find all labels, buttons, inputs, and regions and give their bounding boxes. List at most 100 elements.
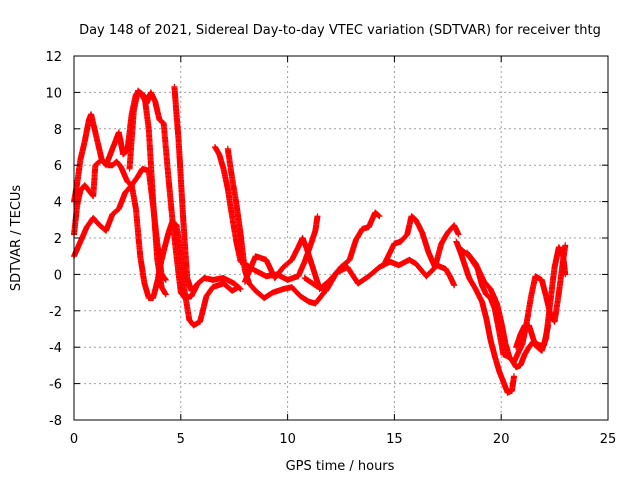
- y-tick-label: 0: [54, 268, 62, 283]
- data-point: [519, 364, 522, 366]
- data-point: [175, 224, 178, 226]
- data-point: [528, 346, 530, 348]
- data-point: [146, 102, 148, 104]
- x-tick-label: 20: [493, 432, 510, 447]
- data-point: [312, 268, 314, 270]
- series-trace-13: [464, 242, 569, 365]
- data-point: [368, 275, 370, 277]
- data-point: [481, 301, 483, 303]
- data-point: [173, 86, 175, 88]
- y-tick-label: 8: [54, 123, 62, 138]
- data-point: [154, 100, 156, 103]
- data-point: [306, 248, 308, 250]
- data-point: [485, 293, 487, 296]
- x-tick-label: 0: [70, 432, 78, 447]
- data-point: [167, 171, 169, 174]
- data-point: [254, 270, 257, 272]
- data-point: [222, 277, 225, 279]
- data-point: [231, 177, 233, 179]
- data-point: [393, 242, 395, 245]
- data-point: [175, 113, 178, 115]
- x-tick-label: 10: [279, 432, 296, 447]
- data-point: [182, 213, 184, 215]
- data-point: [265, 275, 267, 277]
- data-point: [316, 215, 319, 217]
- data-point: [500, 321, 502, 323]
- data-point: [272, 292, 274, 294]
- data-point: [530, 295, 532, 297]
- data-point: [86, 226, 88, 228]
- data-point: [336, 271, 338, 274]
- data-point: [485, 317, 487, 319]
- data-point: [357, 282, 359, 285]
- data-point: [415, 219, 417, 221]
- data-point: [325, 290, 327, 292]
- data-point: [109, 153, 111, 155]
- data-point: [96, 140, 99, 143]
- data-point: [287, 279, 289, 281]
- data-point: [158, 119, 161, 121]
- data-point: [197, 282, 199, 285]
- data-point: [193, 324, 195, 326]
- y-tick-label: 6: [54, 159, 62, 174]
- data-point: [511, 390, 513, 392]
- data-point: [84, 184, 86, 186]
- data-point: [184, 246, 186, 248]
- data-point: [105, 164, 107, 166]
- data-point: [314, 284, 316, 286]
- data-point: [304, 277, 306, 279]
- data-point: [445, 268, 447, 270]
- x-tick-label: 5: [177, 432, 185, 447]
- data-point: [105, 230, 107, 232]
- chart-title: Day 148 of 2021, Sidereal Day-to-day VTE…: [79, 23, 601, 38]
- data-point: [231, 215, 233, 217]
- data-point: [474, 262, 477, 265]
- data-point: [111, 213, 114, 215]
- data-point: [205, 295, 208, 297]
- data-point: [137, 89, 139, 92]
- y-tick-label: -6: [49, 378, 62, 393]
- data-point: [374, 211, 376, 214]
- data-point: [120, 166, 122, 168]
- data-point: [496, 302, 498, 305]
- y-tick-label: -8: [49, 414, 62, 429]
- data-point: [126, 180, 128, 183]
- data-point: [180, 253, 182, 255]
- data-point: [148, 297, 150, 299]
- data-point: [186, 277, 188, 279]
- data-point: [212, 279, 214, 281]
- data-point: [310, 242, 312, 245]
- data-point: [297, 246, 299, 248]
- data-point: [227, 188, 229, 190]
- data-point: [163, 122, 165, 124]
- data-point: [165, 293, 167, 296]
- data-point: [282, 288, 284, 290]
- data-point: [528, 324, 530, 326]
- data-point: [447, 231, 449, 234]
- data-point: [79, 159, 82, 161]
- data-point: [517, 352, 519, 354]
- data-point: [562, 255, 564, 257]
- data-point: [297, 275, 299, 277]
- data-point: [564, 244, 566, 246]
- data-point: [254, 290, 257, 292]
- data-point: [79, 190, 82, 192]
- data-point: [468, 277, 470, 279]
- data-point: [88, 190, 90, 192]
- data-point: [148, 128, 150, 130]
- data-point: [368, 226, 370, 228]
- data-point: [489, 297, 492, 299]
- y-tick-label: -2: [49, 305, 62, 320]
- data-point: [233, 282, 235, 285]
- data-point: [92, 195, 94, 197]
- series-trace-4: [126, 87, 201, 302]
- data-point: [558, 292, 560, 294]
- data-point: [184, 297, 186, 299]
- series-trace-6: [212, 144, 321, 283]
- data-point: [524, 324, 526, 326]
- data-point: [118, 208, 120, 210]
- data-point: [235, 202, 237, 205]
- data-point: [150, 91, 152, 93]
- data-point: [524, 353, 526, 356]
- data-point: [88, 119, 90, 121]
